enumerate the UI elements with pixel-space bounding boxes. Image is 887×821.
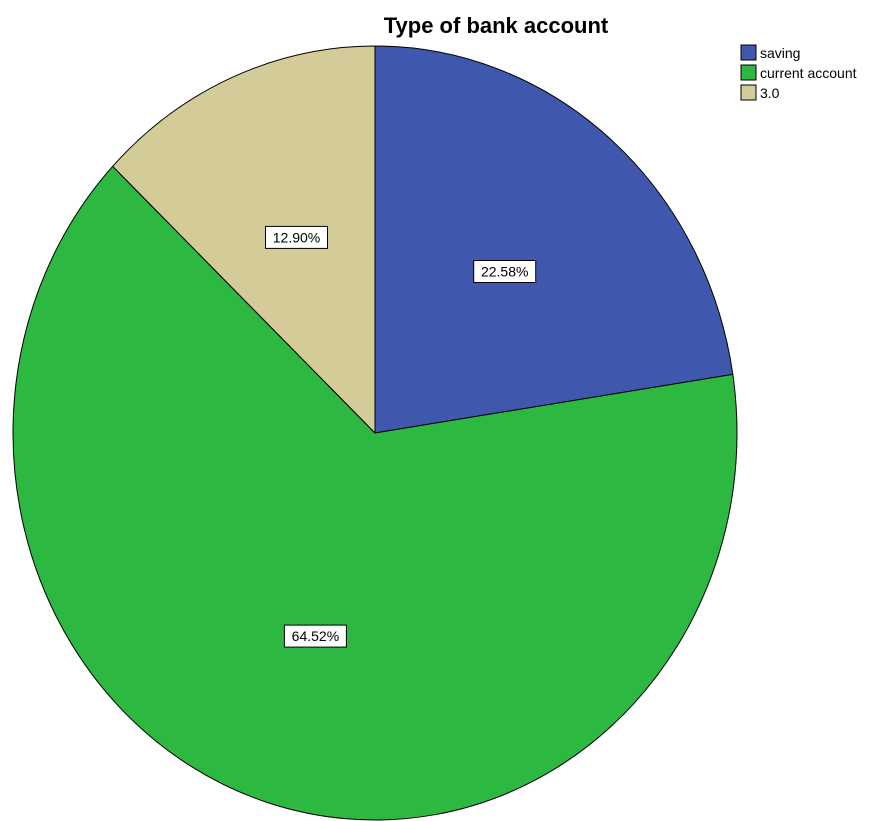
legend-item-2: current account xyxy=(740,64,857,81)
legend-label-2: current account xyxy=(760,65,857,81)
legend-swatch-1 xyxy=(740,44,757,61)
legend-label-3: 3.0 xyxy=(760,85,780,101)
data-label-text-1: 22.58% xyxy=(481,264,528,280)
data-label-text-3: 12.90% xyxy=(273,229,320,245)
data-label-box-1 xyxy=(473,260,537,283)
data-label-text-2: 64.52% xyxy=(292,628,339,644)
legend-label-1: saving xyxy=(760,45,800,61)
legend-swatch-3 xyxy=(740,84,757,101)
pie-slice-3 xyxy=(112,45,376,434)
data-label-1: 22.58% xyxy=(473,260,537,283)
legend-swatch-2 xyxy=(740,64,757,81)
pie-slice-1 xyxy=(374,45,734,434)
data-label-3: 12.90% xyxy=(265,225,328,249)
data-label-box-3 xyxy=(265,225,328,249)
data-label-2: 64.52% xyxy=(283,624,347,648)
data-label-box-2 xyxy=(283,624,347,648)
chart-title: Type of bank account xyxy=(384,13,609,38)
legend: saving current account 3.0 xyxy=(740,44,857,101)
pie-slices xyxy=(12,45,738,821)
legend-item-1: saving xyxy=(740,44,800,61)
pie-slice-2 xyxy=(12,165,738,821)
legend-item-3: 3.0 xyxy=(740,84,780,101)
data-labels: 22.58% 64.52% 12.90% xyxy=(265,225,537,648)
